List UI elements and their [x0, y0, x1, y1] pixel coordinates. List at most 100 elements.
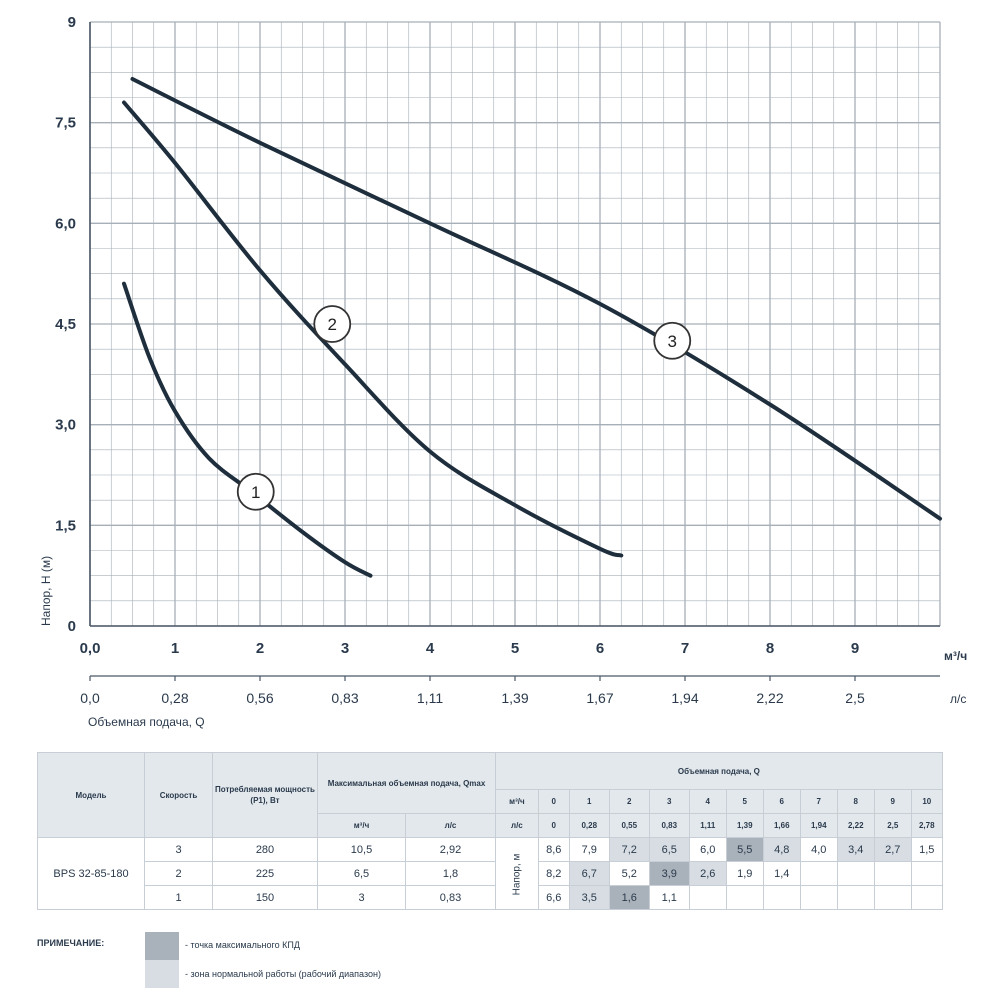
header-q-ls: 0	[537, 813, 570, 838]
header-flow: Объемная подача, Q	[495, 752, 943, 790]
header-q-ls: 2,5	[873, 813, 912, 838]
x-tick-label: 3	[341, 640, 349, 657]
max-efficiency-label: - точка максимального КПД	[185, 940, 300, 950]
x-tick-label: 8	[766, 640, 774, 657]
curve-badge-label: 3	[668, 332, 677, 351]
x-axis-title: Объемная подача, Q	[88, 715, 205, 729]
header-q-m3h: 9	[873, 789, 912, 814]
head-value: 6,7	[568, 861, 610, 886]
power-value: 150	[212, 885, 318, 910]
header-unit-m3h: м³/ч	[495, 789, 539, 814]
head-value	[799, 861, 838, 886]
table-row: 1 150 3 0,83 6,6 3,5 1,6 1,1	[38, 885, 943, 910]
y-axis-title: Напор, H (м)	[39, 556, 53, 626]
header-speed: Скорость	[144, 752, 213, 838]
header-q-ls: 1,66	[762, 813, 801, 838]
head-value: 2,7	[873, 837, 912, 862]
header-q-ls: 1,94	[799, 813, 838, 838]
head-value: 6,6	[537, 885, 570, 910]
curve-badge-label: 1	[251, 483, 260, 502]
qmax-m3h-value: 3	[317, 885, 406, 910]
head-value	[873, 885, 912, 910]
x-tick-label: 2	[256, 640, 264, 657]
head-value	[873, 861, 912, 886]
head-value: 1,5	[910, 837, 943, 862]
head-value	[688, 885, 727, 910]
table-header-row: м³/ч л/с л/с 0 0,28 0,55 0,83 1,11 1,39 1,66 1,94 2…	[38, 813, 943, 838]
head-value: 8,6	[537, 837, 570, 862]
header-q-m3h: 6	[762, 789, 801, 814]
head-value	[910, 861, 943, 886]
normal-zone-swatch	[145, 960, 179, 988]
head-value: 3,9	[648, 861, 690, 886]
x2-tick-label: 1,94	[671, 690, 698, 706]
table-row: BPS 32-85-180 3 280 10,5 2,92 Напор, м 8,6 7,9 7…	[37, 837, 943, 910]
table-header-row: Модель Скорость Потребляемая мощность (P1)…	[37, 752, 943, 838]
header-qmax-unit-m3h: м³/ч	[317, 813, 406, 838]
head-value: 3,5	[568, 885, 610, 910]
x2-tick-label: 0,56	[246, 690, 273, 706]
qmax-ls-value: 2,92	[405, 837, 496, 862]
head-value: 1,1	[648, 885, 690, 910]
curve-badge-3	[653, 321, 692, 360]
head-value: 7,2	[608, 837, 650, 862]
header-q-ls: 1,39	[725, 813, 764, 838]
y-tick-label: 0	[68, 618, 76, 635]
table-header-row: м³/ч 0 1 2 3 4 5 6 7 8 9 10	[38, 789, 943, 814]
pump-curve-chart: 1 2 3 0 1,5 3,0 4,5 6,0 7,5 9 0,0 1 2 3 4 5 6 7 8 9 м³/ч 0,0…	[39, 14, 967, 729]
x-tick-label: 9	[851, 640, 859, 657]
x2-tick-label: 1,11	[417, 690, 443, 706]
head-value: 4,8	[762, 837, 801, 862]
qmax-ls-value: 0,83	[405, 885, 496, 910]
head-value: 1,9	[725, 861, 764, 886]
model-name: BPS 32-85-180	[37, 837, 145, 910]
header-q-ls: 2,22	[836, 813, 875, 838]
y-tick-label: 1,5	[55, 517, 76, 534]
y-tick-label: 4,5	[55, 316, 76, 333]
head-value: 7,9	[568, 837, 610, 862]
qmax-m3h-value: 10,5	[317, 837, 406, 862]
curve-speed-1	[122, 281, 373, 578]
header-q-m3h: 8	[836, 789, 875, 814]
head-unit-label: Напор, м	[495, 837, 539, 910]
curve-badge-label: 2	[328, 315, 337, 334]
header-qmax-unit-ls: л/с	[405, 813, 496, 838]
head-value	[836, 885, 875, 910]
head-value: 3,4	[836, 837, 875, 862]
header-unit-ls: л/с	[495, 813, 539, 838]
speed-value: 2	[144, 861, 213, 886]
y-tick-label: 6,0	[55, 215, 76, 232]
x-unit-label: м³/ч	[944, 649, 967, 663]
head-value: 1,6	[608, 885, 650, 910]
head-value: 6,5	[648, 837, 690, 862]
power-value: 280	[212, 837, 318, 862]
y-tick-label: 9	[68, 14, 76, 31]
normal-zone-label: - зона нормальной работы (рабочий диапаз…	[185, 969, 381, 979]
head-value: 4,0	[799, 837, 838, 862]
head-value	[725, 885, 764, 910]
header-q-ls: 0,83	[648, 813, 690, 838]
power-value: 225	[212, 861, 318, 886]
header-q-m3h: 10	[910, 789, 943, 814]
curve-badge-2	[313, 305, 352, 343]
head-value: 2,6	[688, 861, 727, 886]
header-q-ls: 1,11	[688, 813, 727, 838]
x-tick-label: 4	[426, 640, 435, 657]
head-value: 5,2	[608, 861, 650, 886]
head-value: 5,5	[725, 837, 764, 862]
header-q-ls: 2,78	[910, 813, 943, 838]
chart-grid	[89, 21, 941, 627]
x-tick-label: 1	[171, 640, 179, 657]
header-q-m3h: 5	[725, 789, 764, 814]
curve-badge-1	[236, 472, 275, 511]
head-value	[762, 885, 801, 910]
curve-speed-2	[122, 100, 624, 558]
chart-labels: 0 1,5 3,0 4,5 6,0 7,5 9 0,0 1 2 3 4 5 6 7 8 9 м³/ч 0,0 0,28…	[39, 14, 967, 729]
head-value	[799, 885, 838, 910]
header-power: Потребляемая мощность (P1), Вт	[212, 752, 318, 838]
x2-tick-label: 0,83	[331, 690, 358, 706]
x2-unit-label: л/с	[950, 692, 966, 706]
head-value: 8,2	[537, 861, 570, 886]
x2-tick-label: 2,22	[756, 690, 783, 706]
header-max-flow: Максимальная объемная подача, Qmax	[317, 752, 496, 814]
